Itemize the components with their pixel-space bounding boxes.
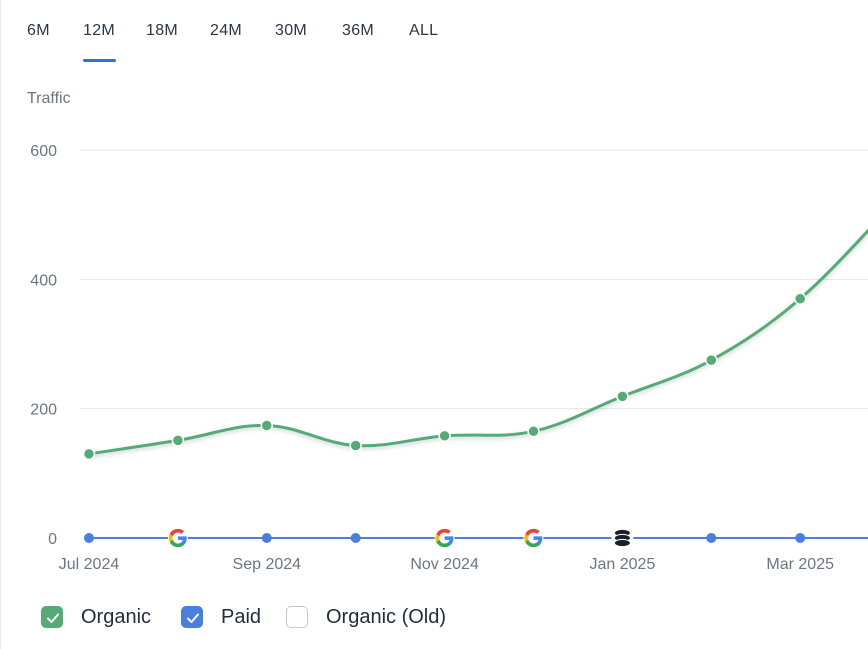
organic-point[interactable] xyxy=(705,353,718,367)
traffic-chart: 0 200 400 600 Jul 2024 Sep 2024 Nov 2024 Jan 2… xyxy=(30,143,868,573)
y-axis-title: Traffic xyxy=(27,90,71,107)
tab-18m[interactable]: 18M xyxy=(146,22,179,39)
tab-30m[interactable]: 30M xyxy=(275,22,308,39)
organic-point[interactable] xyxy=(349,439,362,452)
legend-label-paid: Paid xyxy=(221,606,262,628)
database-icon[interactable] xyxy=(611,527,634,549)
paid-checkbox[interactable] xyxy=(181,606,203,628)
y-tick-label: 400 xyxy=(30,272,57,289)
checkmark-icon xyxy=(47,613,59,623)
legend-item-organic-old[interactable]: Organic (Old) xyxy=(286,603,476,633)
paid-point[interactable] xyxy=(350,533,361,543)
legend-label-organic: Organic xyxy=(81,606,152,628)
checkmark-icon xyxy=(187,613,199,623)
tab-36m[interactable]: 36M xyxy=(342,22,375,39)
organic-point[interactable] xyxy=(82,447,96,461)
organic-checkbox[interactable] xyxy=(41,606,63,628)
organic-point[interactable] xyxy=(616,390,629,403)
x-tick-label: Jan 2025 xyxy=(589,556,655,573)
x-tick-label: Sep 2024 xyxy=(233,556,302,573)
legend-label-organic-old: Organic (Old) xyxy=(326,606,447,628)
x-tick-label: Jul 2024 xyxy=(59,556,120,573)
paid-point[interactable] xyxy=(84,533,94,543)
google-icon[interactable] xyxy=(523,528,544,548)
active-tab-indicator xyxy=(83,59,116,62)
chart-legend: Organic Paid Organic (Old) xyxy=(41,603,861,633)
tab-24m[interactable]: 24M xyxy=(210,22,243,39)
organic-series-line xyxy=(87,228,868,456)
organic-point[interactable] xyxy=(171,434,185,447)
y-tick-label: 200 xyxy=(30,402,57,419)
organic-point[interactable] xyxy=(438,429,451,443)
google-icon[interactable] xyxy=(434,528,455,548)
time-range-tabs: 6M 12M 18M 24M 30M 36M ALL xyxy=(0,0,868,70)
paid-point[interactable] xyxy=(261,533,272,543)
y-tick-label: 600 xyxy=(30,143,57,160)
y-tick-label: 0 xyxy=(48,531,57,548)
organic-point[interactable] xyxy=(527,425,540,438)
tab-6m[interactable]: 6M xyxy=(27,22,50,39)
organic-old-checkbox[interactable] xyxy=(286,606,308,628)
organic-point[interactable] xyxy=(793,292,807,305)
paid-point[interactable] xyxy=(706,533,717,543)
paid-point[interactable] xyxy=(795,533,806,543)
tab-all[interactable]: ALL xyxy=(409,22,439,39)
legend-item-organic[interactable]: Organic xyxy=(41,603,171,633)
left-divider xyxy=(0,0,1,649)
tab-12m[interactable]: 12M xyxy=(83,22,116,39)
x-tick-label: Mar 2025 xyxy=(766,556,834,573)
organic-point[interactable] xyxy=(260,419,274,432)
google-icon[interactable] xyxy=(167,528,188,548)
legend-item-paid[interactable]: Paid xyxy=(181,603,281,633)
x-tick-label: Nov 2024 xyxy=(410,556,479,573)
